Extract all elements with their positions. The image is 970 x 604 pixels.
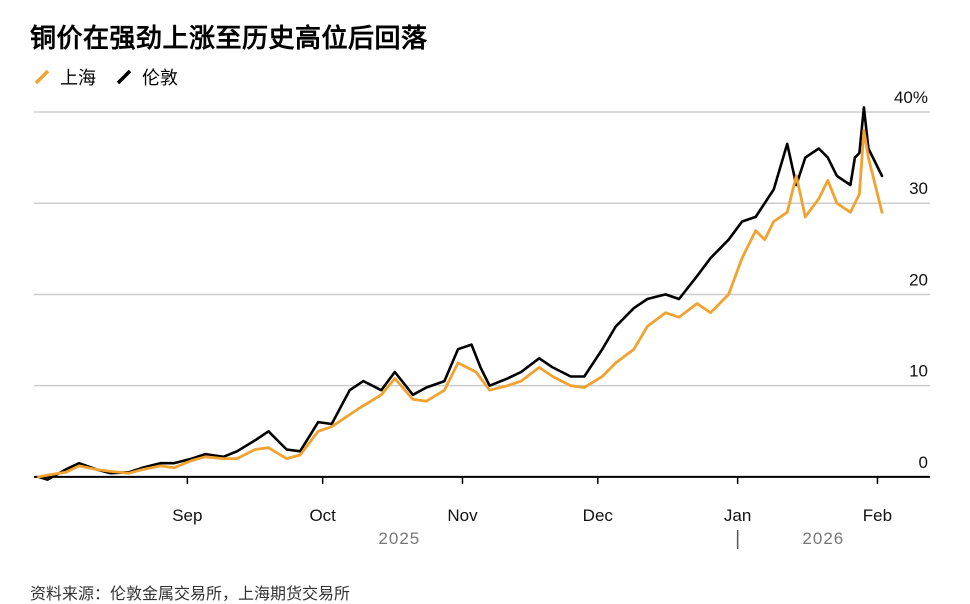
year-label-2026: 2026: [802, 529, 844, 548]
y-tick-label-0: 0: [919, 453, 928, 472]
x-tick-label-nov: Nov: [447, 506, 478, 525]
y-tick-label-20: 20: [909, 270, 928, 289]
legend-item-shanghai: 上海: [34, 64, 96, 90]
legend-label-shanghai: 上海: [60, 68, 96, 89]
x-tick-label-jan: Jan: [724, 506, 751, 525]
legend-item-london: 伦敦: [116, 64, 178, 90]
axis-layer: [34, 475, 930, 549]
source-note: 资料来源：伦敦金属交易所，上海期货交易所: [30, 584, 351, 603]
legend-label-london: 伦敦: [142, 68, 178, 89]
y-tick-label-10: 10: [909, 362, 928, 381]
label-layer: 0 10 20 30 40% Sep Oct Nov Dec Jan Feb 2025 2026: [172, 88, 928, 548]
x-tick-label-oct: Oct: [309, 506, 336, 525]
line-chart: 0 10 20 30 40% Sep Oct Nov Dec Jan Feb 2025 2026: [34, 88, 930, 549]
legend-swatch-london: [116, 69, 132, 85]
legend-swatch-shanghai: [34, 69, 50, 85]
year-label-2025: 2025: [378, 529, 420, 548]
y-tick-label-40: 40%: [894, 88, 928, 107]
chart-title: 铜价在强劲上涨至历史高位后回落: [30, 24, 428, 54]
series-layer: [37, 106, 884, 481]
x-tick-label-sep: Sep: [172, 506, 202, 525]
x-tick-label-feb: Feb: [863, 506, 892, 525]
x-tick-label-dec: Dec: [583, 506, 614, 525]
series-line-shanghai: [37, 128, 884, 479]
series-line-london: [37, 106, 884, 481]
legend: 上海 伦敦: [34, 64, 198, 90]
grid-layer: [34, 111, 930, 387]
y-tick-label-30: 30: [909, 179, 928, 198]
